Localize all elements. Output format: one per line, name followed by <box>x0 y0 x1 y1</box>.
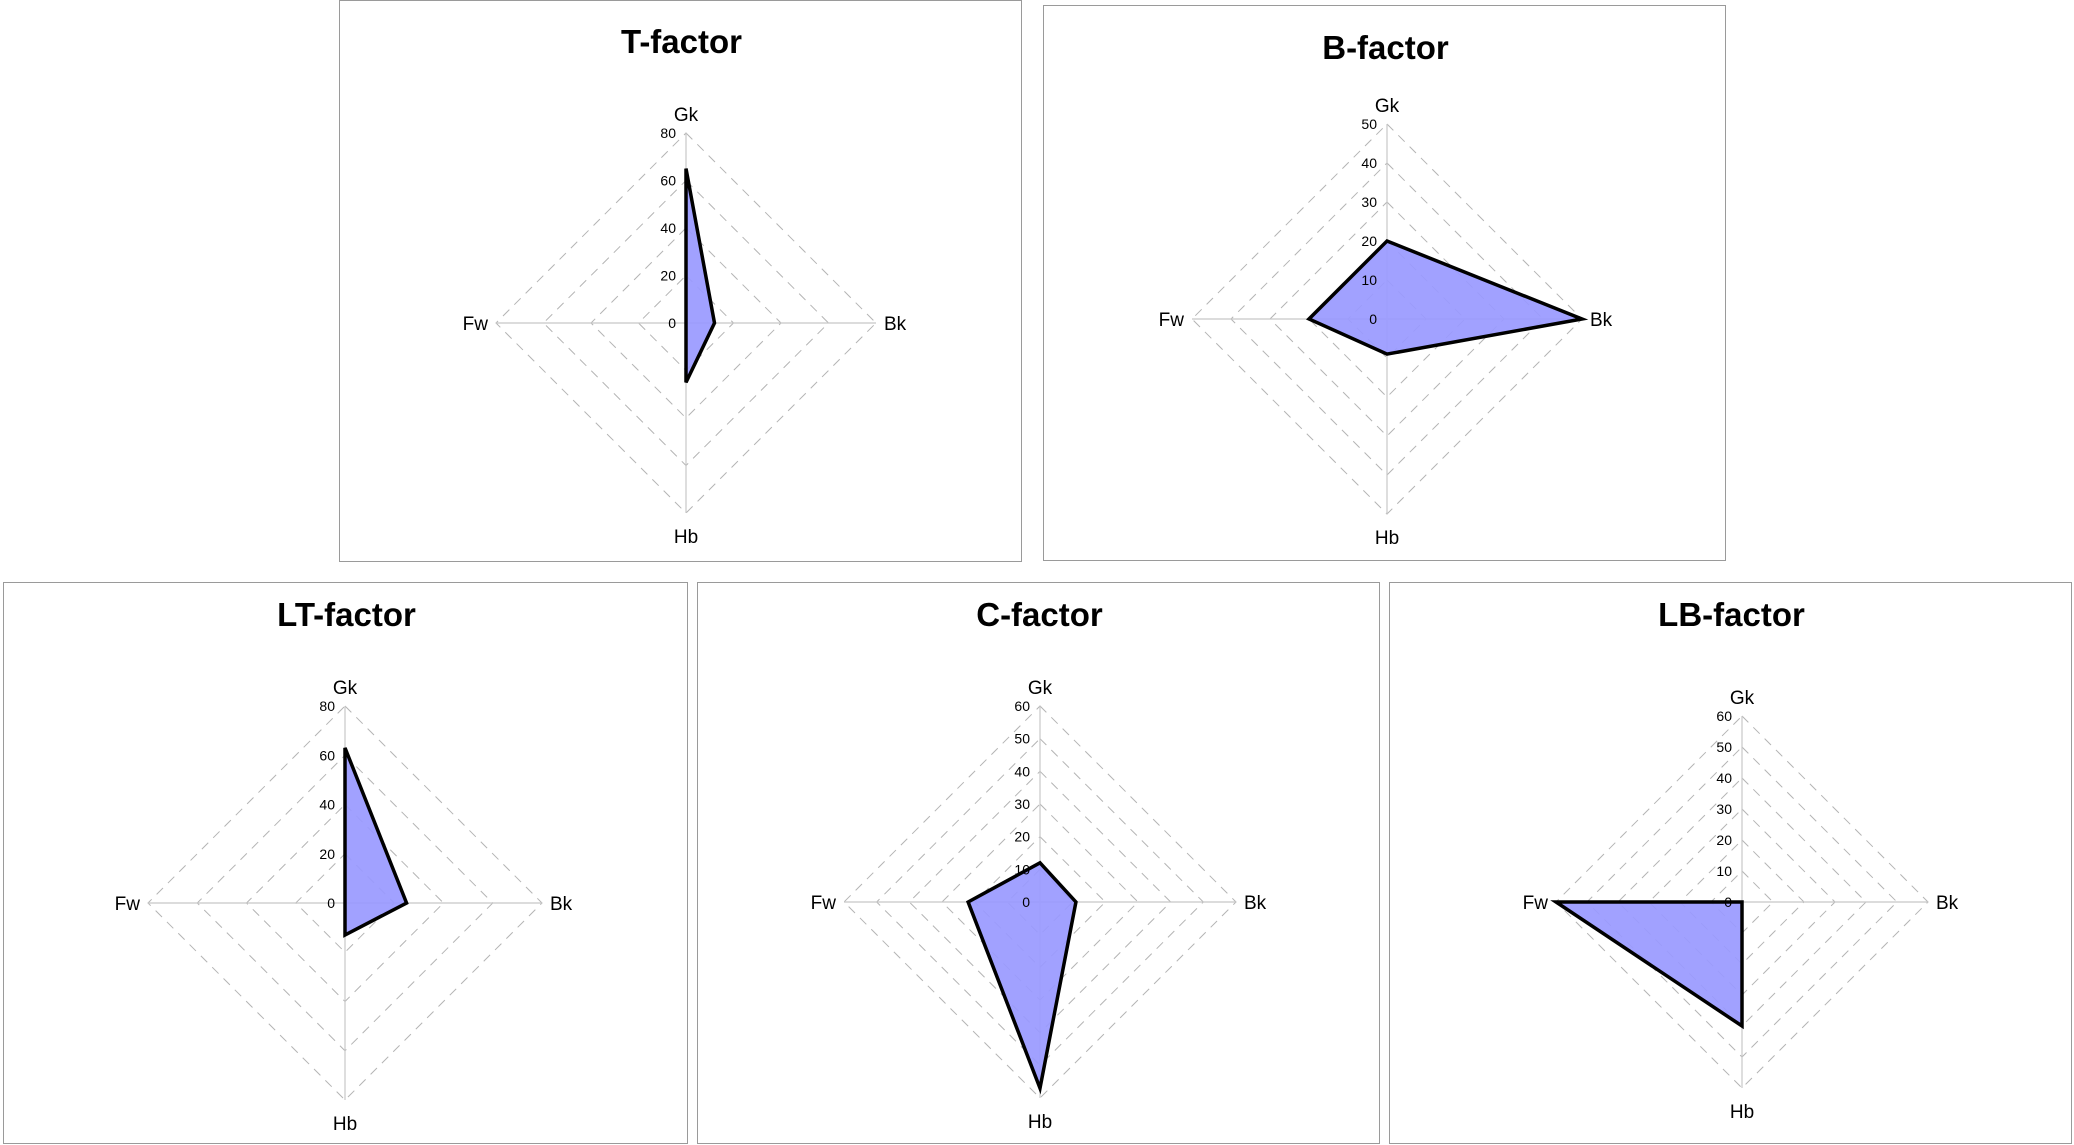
axis-label-fw: Fw <box>115 894 141 915</box>
chart-title: LB-factor <box>1658 596 1805 633</box>
axis-label-hb: Hb <box>1028 1112 1052 1133</box>
chart-title: LT-factor <box>277 596 416 633</box>
tick-label: 20 <box>1014 829 1030 845</box>
grid-ring <box>1230 162 1544 476</box>
grid-ring <box>147 705 543 1101</box>
grid-ring <box>1269 201 1505 437</box>
axis-label-hb: Hb <box>333 1114 357 1135</box>
chart-panel-lt-factor: LT-factor 0 20 40 60 80 Gk Bk Hb Fw <box>3 582 688 1144</box>
tick-label: 0 <box>668 315 676 331</box>
grid-ring <box>875 737 1205 1067</box>
tick-label: 0 <box>327 895 335 911</box>
tick-label: 40 <box>319 797 335 813</box>
grid-ring <box>1617 777 1867 1027</box>
tick-label: 50 <box>1716 739 1732 755</box>
axis-label-bk: Bk <box>1244 893 1267 914</box>
axis-label-gk: Gk <box>674 105 699 126</box>
tick-label: 20 <box>1361 233 1377 249</box>
axis-label-gk: Gk <box>1028 678 1053 699</box>
axis-label-hb: Hb <box>674 527 698 548</box>
chart-panel-lb-factor: LB-factor 0 10 20 30 40 50 60 Gk Bk Hb Fw <box>1389 582 2072 1144</box>
chart-panel-c-factor: C-factor 0 10 20 30 40 50 60 Gk Bk Hb Fw <box>697 582 1380 1144</box>
axis-label-gk: Gk <box>1730 688 1755 709</box>
axis-label-fw: Fw <box>1159 310 1185 331</box>
tick-label: 20 <box>1716 832 1732 848</box>
tick-label: 60 <box>1716 708 1732 724</box>
tick-label: 30 <box>1361 194 1377 210</box>
tick-label: 0 <box>1022 894 1030 910</box>
tick-label: 20 <box>319 846 335 862</box>
axis-label-gk: Gk <box>333 678 358 699</box>
data-area <box>343 747 409 938</box>
tick-label: 60 <box>660 173 676 189</box>
data-area <box>1550 900 1744 1030</box>
tick-label: 40 <box>660 220 676 236</box>
axis-label-fw: Fw <box>463 314 489 335</box>
axis-label-hb: Hb <box>1730 1102 1754 1123</box>
tick-label: 50 <box>1014 731 1030 747</box>
tick-label: 80 <box>319 698 335 714</box>
tick-label: 30 <box>1014 796 1030 812</box>
grid-ring <box>843 705 1237 1099</box>
grid-ring <box>295 853 395 953</box>
axis-label-fw: Fw <box>1523 893 1549 914</box>
tick-label: 60 <box>319 747 335 763</box>
axis-label-bk: Bk <box>884 314 907 335</box>
tick-label: 60 <box>1014 698 1030 714</box>
axis-label-fw: Fw <box>811 893 837 914</box>
grid-ring <box>495 132 877 514</box>
tick-label: 40 <box>1014 763 1030 779</box>
data-area <box>1305 238 1589 356</box>
tick-label: 10 <box>1014 861 1030 877</box>
tick-label: 0 <box>1724 894 1732 910</box>
chart-panel-t-factor: T-factor 0 20 40 60 80 Gk Bk Hb Fw <box>339 0 1022 562</box>
chart-title: T-factor <box>621 23 742 60</box>
tick-label: 40 <box>1716 770 1732 786</box>
chart-panel-b-factor: B-factor 0 10 20 30 40 50 Gk Bk Hb Fw <box>1043 5 1726 561</box>
grid-ring <box>1679 839 1805 965</box>
tick-label: 30 <box>1716 801 1732 817</box>
tick-label: 10 <box>1716 863 1732 879</box>
axis-label-hb: Hb <box>1375 528 1399 549</box>
tick-label: 40 <box>1361 155 1377 171</box>
tick-label: 80 <box>660 125 676 141</box>
axis-label-bk: Bk <box>1936 893 1959 914</box>
chart-title: B-factor <box>1322 29 1449 66</box>
tick-label: 20 <box>660 268 676 284</box>
tick-label: 0 <box>1369 311 1377 327</box>
tick-label: 50 <box>1361 116 1377 132</box>
tick-label: 10 <box>1361 272 1377 288</box>
data-area <box>965 860 1078 1095</box>
axis-label-bk: Bk <box>550 894 573 915</box>
data-area <box>684 168 717 384</box>
axis-label-gk: Gk <box>1375 96 1400 117</box>
axis-label-bk: Bk <box>1590 310 1613 331</box>
chart-title: C-factor <box>976 596 1103 633</box>
